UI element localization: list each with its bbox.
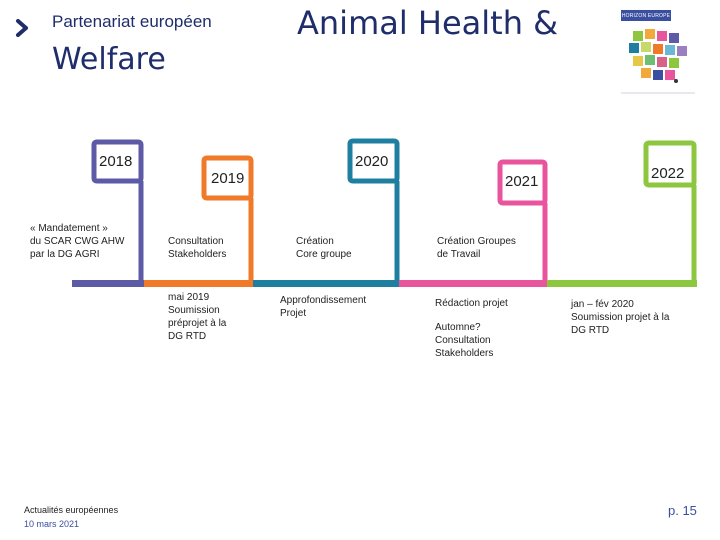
year-label-2019: 2019: [211, 170, 245, 187]
text-2019-consultation: Consultation Stakeholders: [168, 236, 227, 260]
year-2019-bracket: [201, 155, 254, 201]
title-part-1: Partenariat européen: [52, 12, 212, 31]
year-2020-bar: [253, 280, 399, 287]
footer-date: 10 mars 2021: [24, 519, 80, 529]
text-2020-deepening: Approfondissement Projet: [280, 295, 367, 319]
timeline-graphic: [72, 138, 697, 287]
footer-source: Actualités européennes: [24, 505, 119, 515]
year-2022-bracket: [643, 140, 697, 188]
year-label-2021: 2021: [505, 173, 539, 190]
text-2018-mandate: « Mandatement » du SCAR CWG AHW par la D…: [30, 223, 125, 260]
horizon-europe-logo: [619, 7, 697, 95]
year-2022-bar: [547, 280, 697, 287]
year-label-2022: 2022: [651, 165, 685, 182]
text-2021-drafting: Rédaction projet: [435, 298, 508, 309]
year-label-2018: 2018: [99, 153, 133, 170]
text-2021-autumn-consultation: Automne? Consultation Stakeholders: [435, 322, 494, 359]
year-2020-bracket: [347, 138, 400, 184]
chevron-right-icon: [16, 19, 28, 37]
year-2019-bar: [144, 280, 253, 287]
year-2018-bar: [72, 280, 144, 287]
text-2020-core-group: Création Core groupe: [296, 236, 352, 260]
logo-label: HORIZON EUROPE: [621, 10, 671, 21]
year-2018-bracket: [91, 139, 144, 184]
logo-mosaic: [629, 29, 687, 83]
year-2021-bar: [399, 280, 547, 287]
text-2021-working-groups: Création Groupes de Travail: [437, 236, 516, 260]
year-label-2020: 2020: [355, 153, 389, 170]
year-2021-bracket: [497, 159, 548, 206]
text-2022-submission: jan – fév 2020 Soumission projet à la DG…: [571, 299, 670, 336]
title-part-3: Welfare: [52, 42, 166, 77]
page-number: p. 15: [668, 503, 697, 518]
title-part-2: Animal Health &: [297, 4, 559, 42]
text-2019-submission: mai 2019 Soumission préprojet à la DG RT…: [168, 292, 227, 342]
